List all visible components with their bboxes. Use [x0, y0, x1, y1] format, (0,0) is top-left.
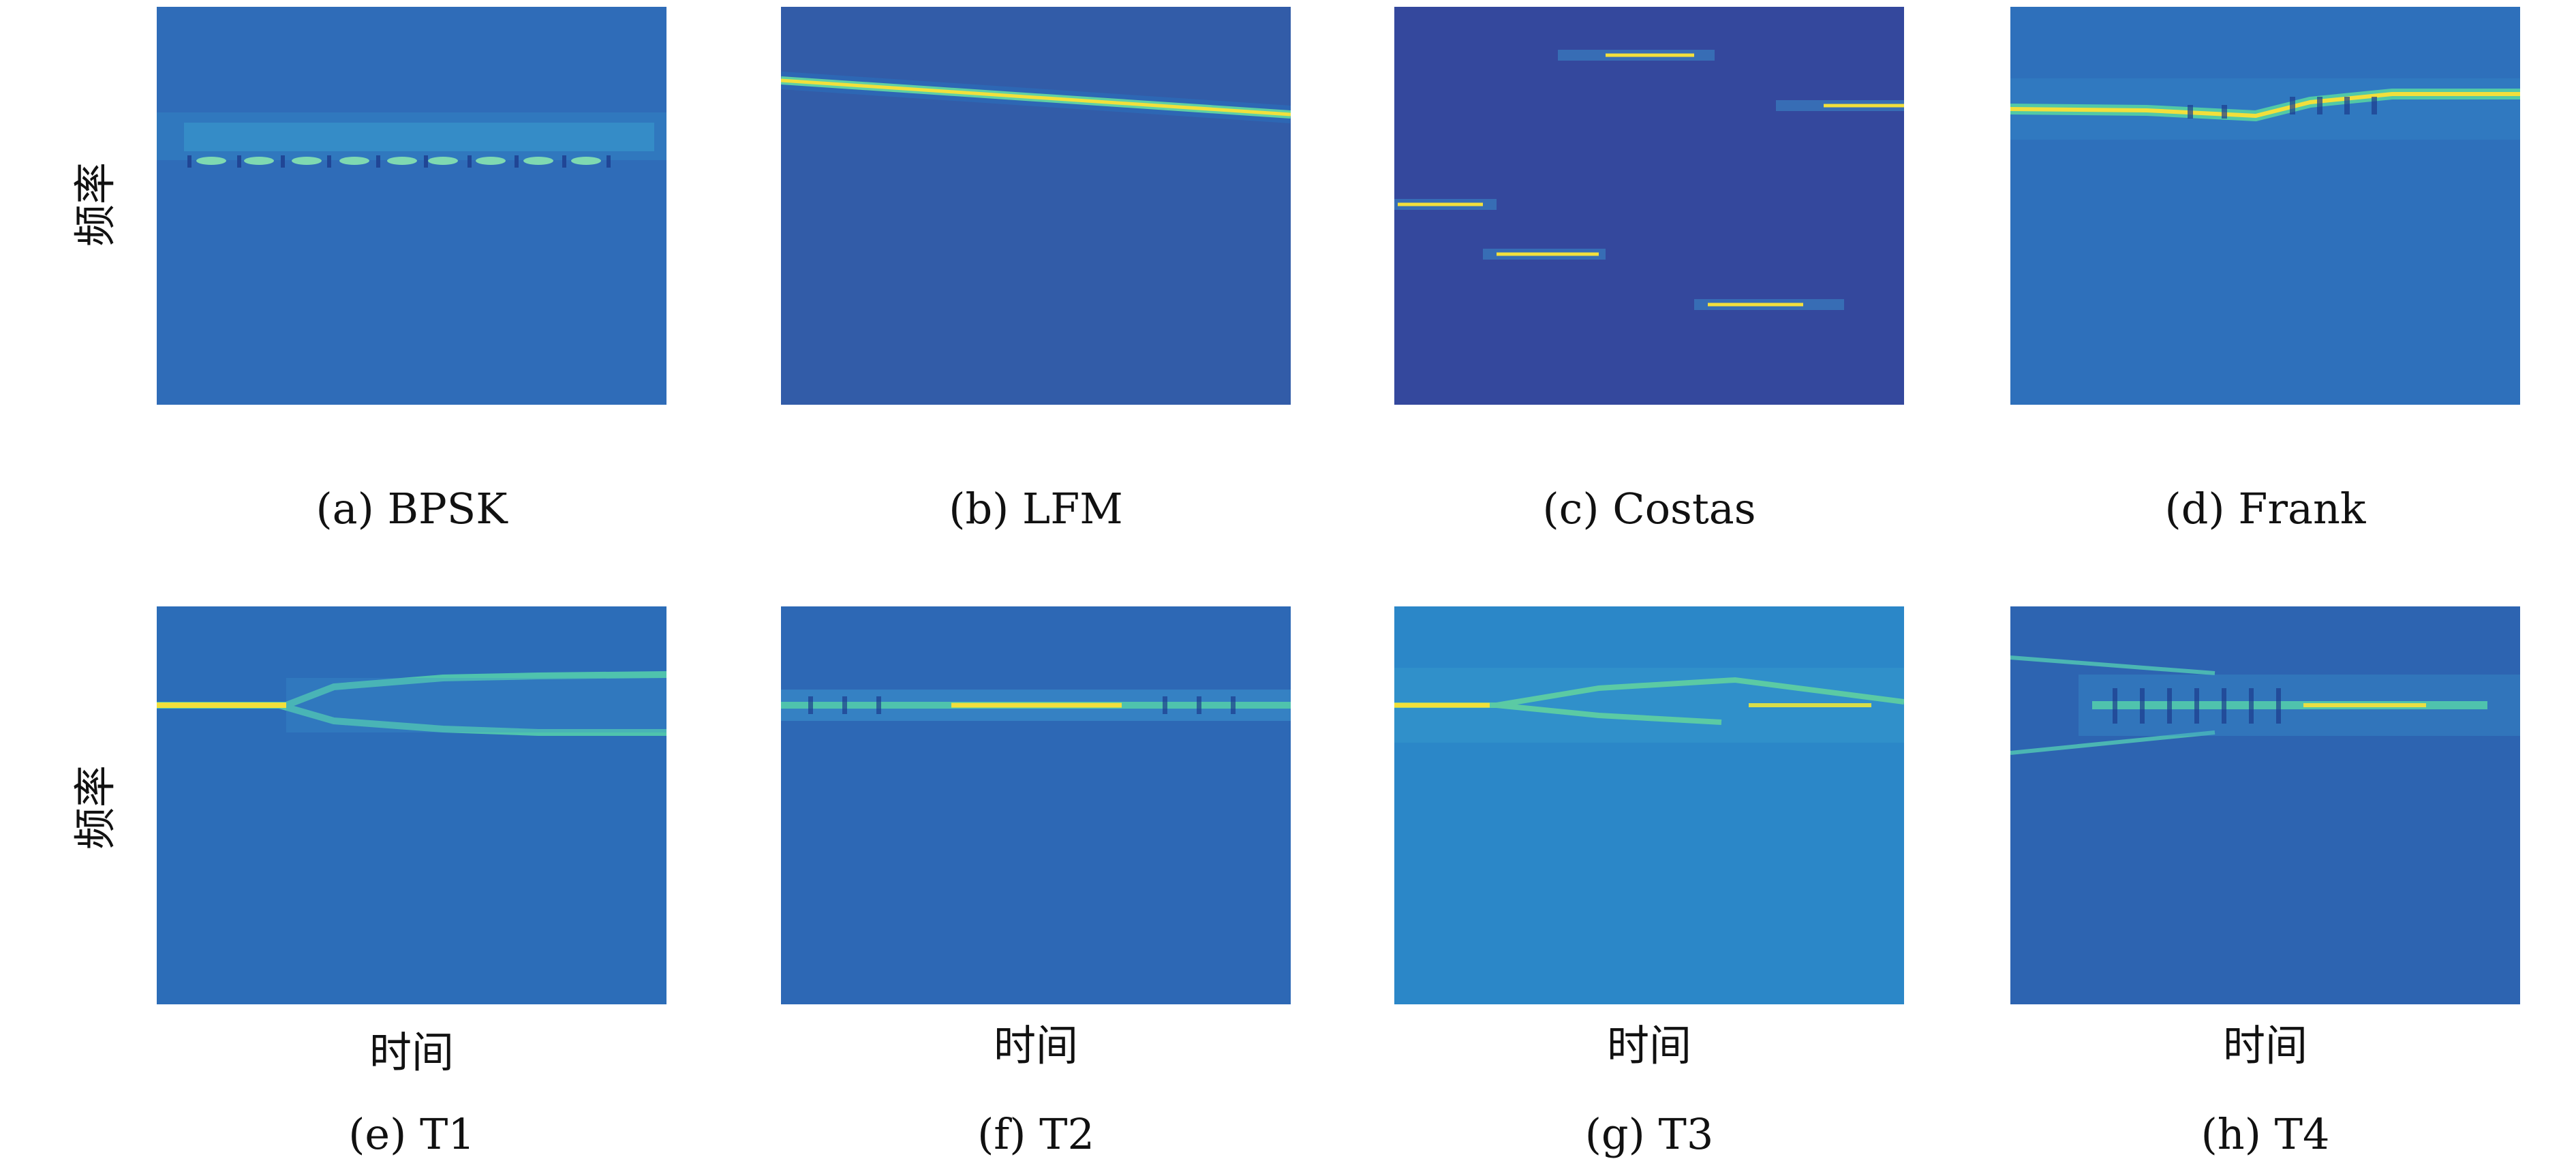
t1-ridge [157, 671, 666, 736]
caption-e: (e) T1 [348, 1109, 475, 1159]
caption-b: (b) LFM [949, 484, 1123, 534]
bpsk-ridge [157, 112, 666, 168]
x-axis-label-g: 时间 [1606, 1021, 1691, 1070]
panel-b-lfm [781, 7, 1291, 405]
caption-d: (d) Frank [2164, 484, 2366, 534]
panel-a-bpsk [157, 7, 666, 405]
lfm-ridge [781, 72, 1291, 123]
t2-ridge [781, 690, 1291, 721]
t3-ridge [1394, 668, 1904, 743]
x-axis-label-h: 时间 [2222, 1021, 2307, 1070]
x-axis-label-e: 时间 [369, 1027, 454, 1077]
frank-ridge [2010, 78, 2520, 140]
caption-a: (a) BPSK [316, 484, 508, 534]
panel-d-frank [2010, 7, 2520, 405]
y-axis-label-row1: 频率 [70, 161, 120, 247]
panel-g-t3 [1394, 606, 1904, 1004]
panel-c-costas [1394, 7, 1904, 405]
costas-hops [1394, 50, 1904, 310]
panel-e-t1 [157, 606, 666, 1004]
panel-f-t2 [781, 606, 1291, 1004]
caption-h: (h) T4 [2201, 1109, 2330, 1159]
panel-h-t4 [2010, 606, 2520, 1004]
caption-g: (g) T3 [1584, 1109, 1714, 1159]
x-axis-label-f: 时间 [993, 1021, 1078, 1070]
caption-c: (c) Costas [1542, 484, 1756, 534]
t4-ridge [2010, 655, 2520, 755]
caption-f: (f) T2 [977, 1109, 1094, 1159]
y-axis-label-row2: 频率 [70, 764, 120, 850]
